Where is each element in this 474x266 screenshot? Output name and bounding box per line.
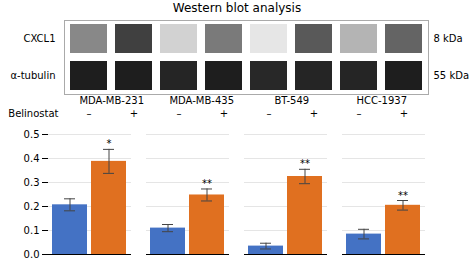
svg-text:55 kDa: 55 kDa xyxy=(434,70,470,81)
svg-text:0.2: 0.2 xyxy=(24,201,40,212)
svg-text:MDA-MB-435: MDA-MB-435 xyxy=(169,95,234,106)
svg-text:8 kDa: 8 kDa xyxy=(434,33,463,44)
svg-text:**: ** xyxy=(398,190,408,201)
svg-text:+: + xyxy=(310,108,318,119)
svg-text:0.1: 0.1 xyxy=(24,225,40,236)
svg-text:–: – xyxy=(357,108,362,119)
html-text:Western blot analysis: Western blot analysis xyxy=(172,1,302,15)
svg-text:0.0: 0.0 xyxy=(24,249,40,260)
svg-text:BT-549: BT-549 xyxy=(274,95,309,106)
svg-text:+: + xyxy=(220,108,228,119)
svg-text:+: + xyxy=(400,108,408,119)
svg-text:–: – xyxy=(87,108,92,119)
svg-text:–: – xyxy=(267,108,272,119)
svg-text:0.5: 0.5 xyxy=(24,129,40,140)
svg-text:**: ** xyxy=(300,158,310,169)
svg-text:0.3: 0.3 xyxy=(24,177,40,188)
svg-text:CXCL1: CXCL1 xyxy=(23,33,55,44)
svg-text:+: + xyxy=(130,108,138,119)
svg-text:*: * xyxy=(107,138,112,149)
svg-text:**: ** xyxy=(202,178,212,189)
svg-text:HCC-1937: HCC-1937 xyxy=(356,95,407,106)
svg-text:α-tubulin: α-tubulin xyxy=(10,70,55,81)
svg-text:–: – xyxy=(177,108,182,119)
svg-text:0.4: 0.4 xyxy=(24,153,40,164)
svg-text:Belinostat: Belinostat xyxy=(8,108,58,119)
svg-text:MDA-MB-231: MDA-MB-231 xyxy=(79,95,144,106)
